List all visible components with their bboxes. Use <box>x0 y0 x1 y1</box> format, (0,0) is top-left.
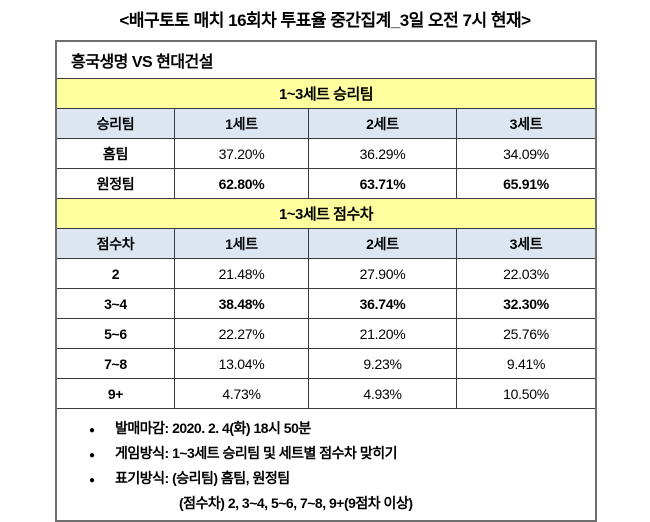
note-notation-continued: (점수차) 2, 3~4, 5~6, 7~8, 9+(9점차 이상) <box>179 495 413 511</box>
cell-value: 63.71% <box>309 169 457 198</box>
score-header-row: 점수차 1세트 2세트 3세트 <box>57 229 595 259</box>
cell-value: 21.20% <box>309 319 457 348</box>
row-label: 3~4 <box>57 289 175 318</box>
score-col-header-0: 점수차 <box>57 229 175 258</box>
cell-value: 22.27% <box>175 319 309 348</box>
cell-value: 25.76% <box>503 325 549 342</box>
cell-value: 4.73% <box>175 379 309 408</box>
winner-col-header-2: 2세트 <box>309 109 457 138</box>
note-deadline: ● 발매마감: 2020. 2. 4(화) 18시 50분 <box>57 417 595 442</box>
cell-value: 13.04% <box>175 349 309 378</box>
bullet-icon: ● <box>89 450 95 461</box>
winner-header-row: 승리팀 1세트 2세트 3세트 <box>57 109 595 139</box>
row-label: 5~6 <box>57 319 175 348</box>
cell-value: 32.30% <box>503 295 549 312</box>
section-band-score: 1~3세트 점수차 <box>57 199 595 229</box>
cell-value: 21.48% <box>175 259 309 288</box>
cell-value: 10.50% <box>503 385 549 402</box>
table-row-away: 원정팀 62.80% 63.71% 65.91% <box>57 169 595 199</box>
cell-value: 9.23% <box>309 349 457 378</box>
note-text: 발매마감: 2020. 2. 4(화) 18시 50분 <box>115 420 311 436</box>
score-col-header-2: 2세트 <box>309 229 457 258</box>
cell-value: 62.80% <box>175 169 309 198</box>
table-row-score-9plus: 9+ 4.73% 4.93% 10.50% <box>57 379 595 409</box>
cell-value: 34.09% <box>503 145 549 162</box>
score-col-header-1: 1세트 <box>175 229 309 258</box>
cell-value: 65.91% <box>503 175 549 192</box>
table-row-score-3-4: 3~4 38.48% 36.74% 32.30% <box>57 289 595 319</box>
table-row-home: 홈팀 37.20% 36.29% 34.09% <box>57 139 595 169</box>
section-band-winner: 1~3세트 승리팀 <box>57 79 595 109</box>
cell-value: 4.93% <box>309 379 457 408</box>
winner-col-header-3: 3세트 <box>509 115 543 132</box>
table-row-score-2: 2 21.48% 27.90% 22.03% <box>57 259 595 289</box>
row-label: 원정팀 <box>57 169 175 198</box>
cell-value: 9.41% <box>506 355 546 372</box>
table-row-score-5-6: 5~6 22.27% 21.20% 25.76% <box>57 319 595 349</box>
bullet-icon: ● <box>89 475 95 486</box>
match-title: 흥국생명 VS 현대건설 <box>57 42 595 79</box>
row-label: 7~8 <box>57 349 175 378</box>
score-col-header-3: 3세트 <box>509 235 543 252</box>
note-text: 게임방식: 1~3세트 승리팀 및 세트별 점수차 맞히기 <box>115 445 397 461</box>
page-title: <배구토토 매치 16회차 투표율 중간집계_3일 오전 7시 현재> <box>119 11 531 30</box>
note-notation: ● 표기방식: (승리팀) 홈팀, 원정팀 <box>57 467 595 492</box>
table-row-score-7-8: 7~8 13.04% 9.23% 9.41% <box>57 349 595 379</box>
row-label: 홈팀 <box>57 139 175 168</box>
row-label: 9+ <box>57 379 175 408</box>
winner-col-header-0: 승리팀 <box>57 109 175 138</box>
toto-table: 흥국생명 VS 현대건설 1~3세트 승리팀 승리팀 1세트 2세트 3세트 홈… <box>55 40 597 522</box>
winner-col-header-1: 1세트 <box>175 109 309 138</box>
note-game-method: ● 게임방식: 1~3세트 승리팀 및 세트별 점수차 맞히기 <box>57 442 595 467</box>
cell-value: 22.03% <box>503 265 549 282</box>
cell-value: 36.74% <box>309 289 457 318</box>
cell-value: 37.20% <box>175 139 309 168</box>
notes-section: ● 발매마감: 2020. 2. 4(화) 18시 50분 ● 게임방식: 1~… <box>57 409 595 520</box>
cell-value: 27.90% <box>309 259 457 288</box>
row-label: 2 <box>57 259 175 288</box>
bullet-icon: ● <box>89 425 95 436</box>
note-text: 표기방식: (승리팀) 홈팀, 원정팀 <box>115 470 290 486</box>
cell-value: 38.48% <box>175 289 309 318</box>
cell-value: 36.29% <box>309 139 457 168</box>
